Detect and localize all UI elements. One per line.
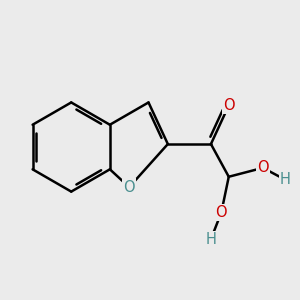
Text: O: O [223, 98, 235, 113]
Text: O: O [123, 180, 135, 195]
Text: H: H [280, 172, 291, 187]
Text: O: O [215, 205, 227, 220]
Text: O: O [257, 160, 269, 175]
Text: H: H [206, 232, 216, 247]
